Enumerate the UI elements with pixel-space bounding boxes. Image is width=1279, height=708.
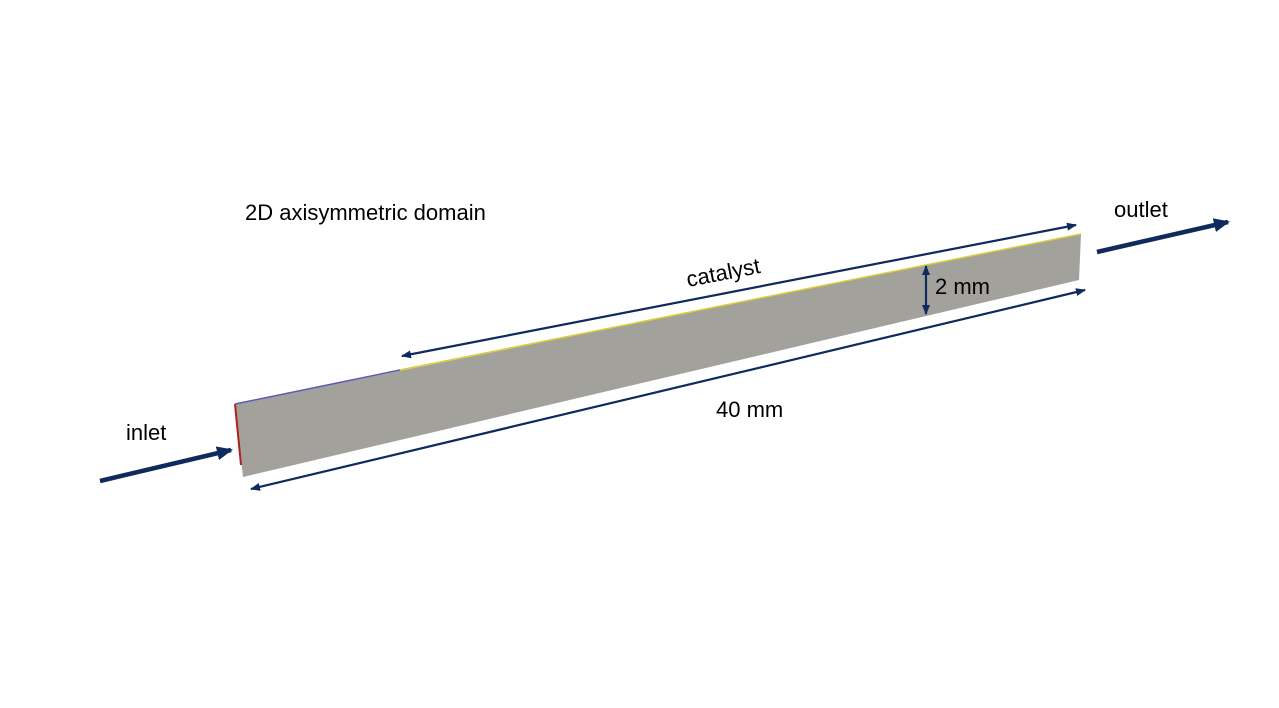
inlet-flow-arrow [99,446,233,484]
catalyst-label: catalyst [684,253,762,292]
outlet-flow-arrow [1096,218,1230,255]
diagram-title: 2D axisymmetric domain [245,200,486,225]
outlet-label: outlet [1114,197,1168,222]
length-label: 40 mm [716,397,783,422]
length-dimension-arrow [250,288,1086,491]
width-label: 2 mm [935,274,990,299]
inlet-label: inlet [126,420,166,445]
inlet-boundary-edge [234,403,242,466]
domain-region [235,234,1081,477]
